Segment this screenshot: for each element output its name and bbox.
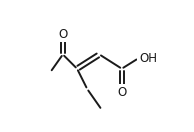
Text: O: O [58,28,68,41]
Text: O: O [117,86,126,99]
Text: OH: OH [139,52,157,65]
